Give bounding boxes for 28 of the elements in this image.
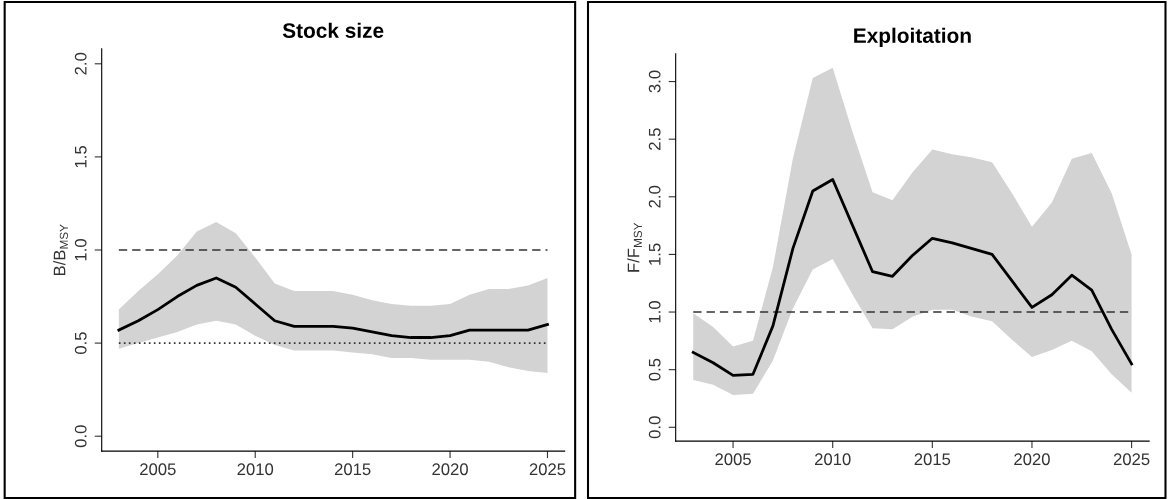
chart-title: Exploitation <box>854 27 971 48</box>
x-tick-label: 2015 <box>334 463 371 476</box>
x-tick-label: 2005 <box>715 453 751 466</box>
y-tick-label: 0.0 <box>74 425 87 448</box>
line-series <box>691 178 1133 377</box>
x-tick-label: 2010 <box>815 453 851 466</box>
y-tick-label: 1.0 <box>648 301 661 323</box>
y-axis-title: F/F$_{MSY}$ <box>627 222 642 272</box>
x-tick-label: 2015 <box>914 453 951 466</box>
y-tick-label: 0.5 <box>648 358 661 381</box>
y-tick-label: 3.0 <box>648 70 661 93</box>
y-tick-label: 2.5 <box>648 128 661 150</box>
chart-title: Stock size <box>282 22 384 38</box>
x-tick-label: 2020 <box>432 463 468 476</box>
y-axis-title: B/B$_{MSY}$ <box>53 224 69 276</box>
line-series <box>117 276 549 339</box>
y-tick-label: 0.5 <box>74 332 87 355</box>
y-tick-label: 1.5 <box>648 243 661 265</box>
x-tick-label: 2020 <box>1014 453 1050 466</box>
y-tick-label: 2.0 <box>648 185 661 208</box>
y-tick-label: 1.5 <box>74 146 87 168</box>
y-tick-label: 1.0 <box>74 239 87 261</box>
x-tick-label: 2025 <box>529 463 566 476</box>
y-tick-label: 0.0 <box>648 416 661 439</box>
x-tick-label: 2025 <box>1113 453 1150 466</box>
x-tick-label: 2005 <box>140 463 176 476</box>
y-tick-label: 2.0 <box>74 52 87 75</box>
x-tick-label: 2010 <box>237 463 274 476</box>
